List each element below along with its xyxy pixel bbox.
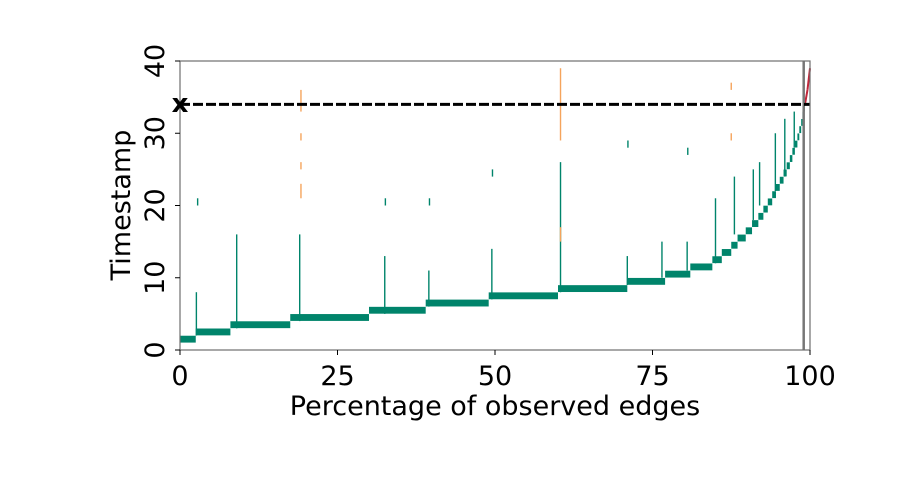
y-tick-label: 0	[140, 341, 171, 358]
step-segment	[758, 212, 764, 220]
x-tick-label: 50	[478, 361, 512, 392]
x-tick-label: 25	[320, 361, 354, 392]
step-segment	[799, 126, 802, 134]
red-curve-segment	[803, 89, 809, 105]
x-axis-label: Percentage of observed edges	[290, 391, 700, 422]
y-tick-label: 10	[140, 261, 171, 295]
y-tick-label: 30	[140, 116, 171, 150]
step-segment	[745, 227, 753, 235]
step-segment	[797, 133, 800, 141]
x-tick-label: 100	[784, 361, 836, 392]
y-tick-marks	[175, 60, 180, 351]
threshold-x-marker: x	[172, 89, 189, 119]
step-segment	[763, 205, 768, 213]
step-segment	[425, 299, 489, 307]
step-segment	[794, 140, 798, 148]
step-segment	[767, 198, 773, 206]
step-segment	[712, 256, 722, 264]
y-tick-label: 40	[140, 44, 171, 78]
step-segment	[792, 147, 795, 155]
step-segment	[801, 118, 803, 126]
step-segment	[721, 249, 732, 256]
step-segment	[786, 162, 790, 170]
step-segment	[558, 285, 628, 293]
step-segment	[690, 263, 713, 271]
plot-marks	[180, 61, 811, 350]
step-segment	[779, 176, 784, 184]
step-segment	[180, 335, 196, 343]
y-axis-label: Timestamp	[106, 130, 137, 282]
x-tick-marks	[179, 350, 811, 355]
step-segment	[737, 234, 746, 242]
step-segment	[775, 184, 780, 191]
step-segment	[488, 292, 558, 300]
step-segment	[627, 277, 666, 285]
step-segment	[230, 321, 291, 329]
step-segment	[195, 328, 231, 336]
step-segment	[772, 191, 776, 199]
step-segment	[665, 270, 691, 278]
x-tick-label: 75	[635, 361, 669, 392]
step-segment	[290, 314, 369, 321]
step-segment	[731, 241, 738, 249]
step-segment	[369, 306, 426, 314]
step-segment	[789, 155, 793, 162]
step-segment	[752, 220, 759, 227]
y-tick-label: 20	[140, 188, 171, 222]
x-tick-label: 0	[171, 361, 188, 392]
